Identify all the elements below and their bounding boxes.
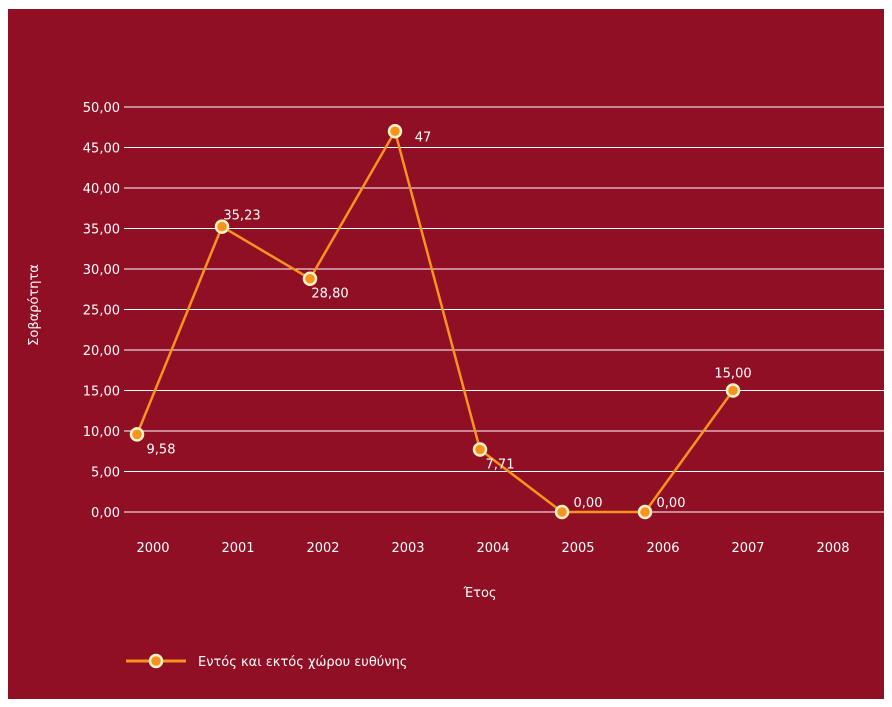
y-tick-label: 30,00: [83, 263, 120, 278]
y-tick-label: 40,00: [83, 182, 120, 197]
data-label: 28,80: [311, 287, 348, 302]
y-tick-label: 35,00: [83, 223, 120, 238]
x-tick-label: 2005: [561, 541, 594, 556]
gridlines: [130, 106, 884, 513]
y-tick-label: 5,00: [91, 466, 120, 481]
data-point-marker: [472, 442, 488, 457]
chart-panel: 0,00 5,00 10,00 15,00 20,00 25,00 30,00 35,00 40…: [8, 9, 884, 699]
legend-label: Εντός και εκτός χώρου ευθύνης: [198, 655, 407, 670]
x-tick-label: 2006: [646, 541, 679, 556]
legend: Εντός και εκτός χώρου ευθύνης: [126, 653, 407, 670]
data-label: 9,58: [147, 442, 176, 457]
data-point-marker: [554, 504, 570, 520]
y-tick-label: 50,00: [83, 101, 120, 116]
data-point-marker: [129, 427, 145, 442]
data-label: 0,00: [657, 496, 686, 511]
data-point-marker: [387, 124, 403, 139]
data-label: 35,23: [223, 209, 260, 224]
x-axis-ticks: 2000 2001 2002 2003 2004 2005 2006 2007 2008: [136, 541, 849, 556]
series-group: 9,58 35,23 28,80 47 7,71 0,00 0,00 15,00: [129, 124, 752, 520]
series-line: [135, 130, 735, 514]
data-point-marker: [302, 271, 318, 286]
line-chart: 0,00 5,00 10,00 15,00 20,00 25,00 30,00 35,00 40…: [27, 101, 884, 670]
data-point-marker: [214, 219, 230, 234]
data-point-marker: [637, 504, 653, 520]
data-point-marker: [725, 383, 741, 398]
data-label: 7,71: [486, 458, 515, 473]
data-label: 15,00: [714, 367, 751, 382]
y-tick-label: 45,00: [83, 142, 120, 157]
data-label: 47: [415, 130, 432, 145]
y-tick-label: 15,00: [83, 385, 120, 400]
y-tick-label: 10,00: [83, 425, 120, 440]
y-tick-label: 20,00: [83, 344, 120, 359]
x-axis-title: Έτος: [462, 586, 496, 601]
x-tick-label: 2008: [816, 541, 849, 556]
legend-marker-swatch: [148, 653, 164, 669]
y-axis-title: Σοβαρότητα: [27, 264, 42, 346]
x-tick-label: 2004: [476, 541, 509, 556]
y-tick-label: 25,00: [83, 304, 120, 319]
x-tick-label: 2002: [306, 541, 339, 556]
data-label: 0,00: [574, 496, 603, 511]
x-tick-label: 2007: [731, 541, 764, 556]
x-tick-label: 2001: [221, 541, 254, 556]
x-tick-label: 2003: [391, 541, 424, 556]
y-tick-label: 0,00: [91, 506, 120, 521]
y-axis-ticks: 0,00 5,00 10,00 15,00 20,00 25,00 30,00 35,00 40…: [83, 101, 130, 521]
x-tick-label: 2000: [136, 541, 169, 556]
